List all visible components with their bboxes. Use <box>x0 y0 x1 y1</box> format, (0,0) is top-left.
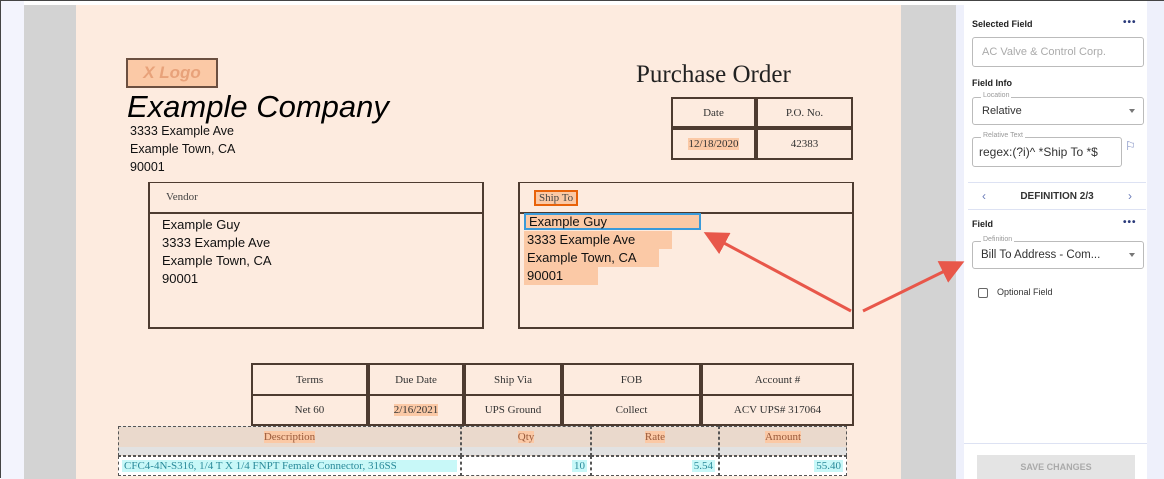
viewer-right-gutter <box>956 5 964 479</box>
address-line: 3333 Example Ave <box>524 231 672 249</box>
field-panel: Selected Field ••• AC Valve & Control Co… <box>964 5 1147 479</box>
definition-select[interactable]: Definition Bill To Address - Com... <box>972 236 1144 269</box>
location-label: Location <box>981 92 1012 99</box>
address-line: Example Guy <box>162 217 241 232</box>
address-line: 90001 <box>524 267 598 285</box>
selected-field-input[interactable]: AC Valve & Control Corp. <box>972 37 1144 67</box>
po-header: P.O. No. <box>756 97 853 128</box>
terms-value-text: Collect <box>615 404 648 416</box>
item-header: Amount <box>719 426 847 456</box>
line-item-text: 5.54 <box>691 460 715 472</box>
item-header-text: Description <box>263 431 316 443</box>
item-header: Description <box>118 426 461 456</box>
line-item-text: 55.40 <box>814 460 843 472</box>
definition-label: Definition <box>981 236 1015 243</box>
company-address: 3333 Example Ave Example Town, CA 90001 <box>130 122 235 176</box>
address-line: 3333 Example Ave <box>130 124 235 138</box>
save-changes-button[interactable]: SAVE CHANGES <box>977 455 1135 479</box>
terms-value-text: UPS Ground <box>484 404 542 416</box>
relative-text-value: regex:(?i)^ *Ship To *$ <box>979 145 1098 159</box>
terms-value: Collect <box>562 394 701 426</box>
definition-nav: ‹ DEFINITION 2/3 › <box>968 182 1146 210</box>
ship-to-box: Ship To Example Guy 3333 Example Ave Exa… <box>518 182 854 329</box>
vendor-box: Vendor Example Guy 3333 Example Ave Exam… <box>148 182 484 329</box>
address-line: Example Town, CA <box>524 249 659 267</box>
document-page: X Logo Example Company 3333 Example Ave … <box>76 5 901 479</box>
chevron-down-icon <box>1129 253 1135 257</box>
arrow-to-document <box>703 232 852 313</box>
item-header: Rate <box>591 426 719 456</box>
chevron-left-icon[interactable]: ‹ <box>982 189 986 203</box>
selected-field-more-icon[interactable]: ••• <box>1123 17 1137 28</box>
selected-field-title: Selected Field <box>972 19 1033 29</box>
line-item-cell[interactable]: 10 <box>461 456 591 476</box>
left-margin <box>1 1 24 479</box>
chevron-down-icon <box>1129 109 1135 113</box>
relative-text-input[interactable]: Relative Text regex:(?i)^ *Ship To *$ <box>972 132 1122 167</box>
divider <box>964 443 1147 444</box>
po-number: 42383 <box>756 128 853 160</box>
optional-field-label: Optional Field <box>997 287 1053 297</box>
field-title: Field <box>972 219 994 229</box>
line-item-text: CFC4-4N-S316, 1/4 T X 1/4 FNPT Female Co… <box>122 460 457 472</box>
field-info-title: Field Info <box>972 78 1012 88</box>
line-item-cell[interactable]: CFC4-4N-S316, 1/4 T X 1/4 FNPT Female Co… <box>118 456 461 476</box>
document-title: Purchase Order <box>636 61 791 88</box>
company-name: Example Company <box>127 89 389 124</box>
right-margin <box>1147 1 1164 479</box>
definition-value: Bill To Address - Com... <box>981 249 1101 261</box>
vendor-address: Example Guy 3333 Example Ave Example Tow… <box>162 216 272 288</box>
selected-field-highlight[interactable]: Example Guy <box>524 213 701 230</box>
terms-value: UPS Ground <box>464 394 562 426</box>
arrow-to-definition <box>862 261 965 313</box>
item-header-text: Amount <box>764 431 802 443</box>
address-line: Example Town, CA <box>130 142 236 156</box>
logo: X Logo <box>126 58 218 88</box>
terms-value-text: 2/16/2021 <box>393 404 439 416</box>
item-header: Qty <box>461 426 591 456</box>
address-line: 90001 <box>162 271 199 286</box>
location-value: Relative <box>982 105 1022 117</box>
terms-value: 2/16/2021 <box>368 394 464 426</box>
item-header-text: Qty <box>517 431 535 443</box>
date-header: Date <box>671 97 756 128</box>
vendor-label: Vendor <box>166 191 198 203</box>
line-item-cell[interactable]: 55.40 <box>719 456 847 476</box>
ship-to-address[interactable]: Example Guy 3333 Example Ave Example Tow… <box>524 213 701 285</box>
date-cell: 12/18/2020 <box>671 128 756 160</box>
address-line: Example Town, CA <box>162 253 272 268</box>
chevron-right-icon[interactable]: › <box>1127 189 1132 203</box>
terms-value-text: ACV UPS# 317064 <box>733 404 822 416</box>
location-select[interactable]: Location Relative <box>972 92 1144 125</box>
line-item-text: 10 <box>572 460 587 472</box>
relative-text-label: Relative Text <box>981 132 1025 139</box>
terms-value: Net 60 <box>251 394 368 426</box>
date-value: 12/18/2020 <box>688 138 739 150</box>
ship-to-label[interactable]: Ship To <box>534 190 579 206</box>
optional-field-checkbox[interactable] <box>978 288 988 298</box>
line-item-cell[interactable]: 5.54 <box>591 456 719 476</box>
definition-nav-label: DEFINITION 2/3 <box>1020 190 1094 202</box>
terms-value: ACV UPS# 317064 <box>701 394 854 426</box>
address-line: 90001 <box>130 160 165 174</box>
address-line: 3333 Example Ave <box>162 235 271 250</box>
flag-icon[interactable]: ⚐ <box>1125 139 1136 153</box>
terms-value-text: Net 60 <box>294 404 325 416</box>
item-header-text: Rate <box>644 431 666 443</box>
field-more-icon[interactable]: ••• <box>1123 217 1137 228</box>
